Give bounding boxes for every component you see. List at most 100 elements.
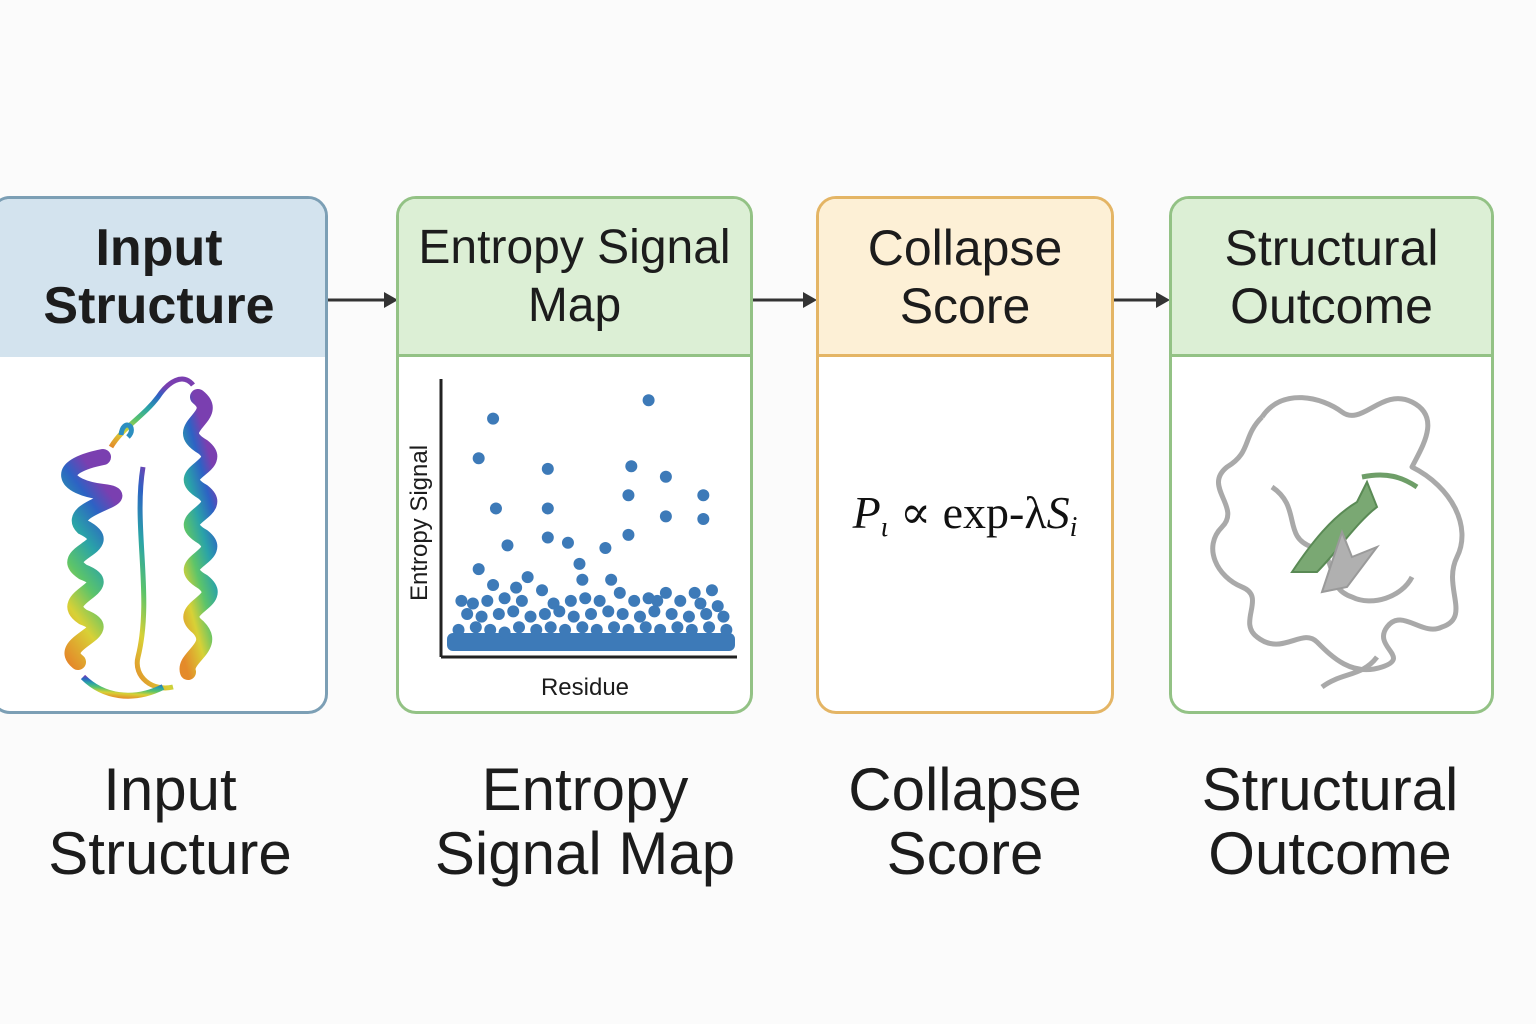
- beta-strand-gray: [1320, 529, 1380, 594]
- scatter-base-band: [447, 633, 735, 651]
- scatter-point: [536, 584, 549, 597]
- scatter-point: [553, 605, 566, 618]
- scatter-point: [559, 623, 572, 636]
- scatter-point: [524, 610, 537, 623]
- scatter-point: [541, 502, 554, 515]
- scatter-point: [472, 452, 485, 465]
- helix-bundle-graphic: [61, 376, 218, 699]
- scatter-point: [717, 610, 730, 623]
- scatter-point: [674, 594, 687, 607]
- panel-title: Collapse Score: [819, 199, 1111, 357]
- scatter-point: [608, 621, 621, 634]
- scatter-point: [538, 608, 551, 621]
- scatter-point: [475, 610, 488, 623]
- scatter-point: [585, 608, 597, 621]
- scatter-point: [705, 584, 718, 597]
- scatter-point: [455, 594, 468, 607]
- structural-outcome-panel: Structural Outcome: [1169, 196, 1494, 714]
- scatter-points: [447, 394, 735, 651]
- collapse-score-panel: Collapse Score Pι ∝ exp-λSi: [816, 196, 1114, 714]
- scatter-point: [720, 623, 733, 636]
- caption-collapse-score: Collapse Score: [848, 756, 1082, 887]
- panel-title: Input Structure: [0, 199, 325, 357]
- arrow-right-icon: [1114, 292, 1170, 308]
- scatter-point: [498, 592, 511, 605]
- scatter-point: [481, 594, 494, 607]
- scatter-point: [573, 557, 586, 570]
- scatter-point: [639, 621, 652, 634]
- scatter-point: [694, 597, 707, 610]
- scatter-point: [452, 623, 465, 636]
- y-axis-label: Entropy Signal: [406, 445, 433, 601]
- scatter-point: [651, 594, 664, 607]
- scatter-point: [541, 531, 554, 544]
- scatter-point: [659, 586, 672, 599]
- scatter-point: [599, 542, 612, 555]
- scatter-point: [544, 621, 557, 634]
- formula-area: Pι ∝ exp-λSi: [819, 357, 1111, 711]
- panel-title: Structural Outcome: [1172, 199, 1491, 357]
- scatter-point: [561, 536, 574, 549]
- caption-input-structure: Input Structure: [48, 756, 292, 887]
- scatter-plot: Residue Entropy Signal: [406, 379, 737, 701]
- scatter-point: [498, 626, 511, 639]
- scatter-point: [671, 621, 684, 634]
- scatter-point: [576, 621, 589, 634]
- scatter-point: [466, 597, 479, 610]
- scatter-point: [576, 573, 589, 586]
- arrow-right-icon: [328, 292, 398, 308]
- scatter-point: [659, 470, 672, 483]
- scatter-point: [697, 489, 710, 502]
- scatter-point: [564, 594, 577, 607]
- scatter-point: [593, 594, 606, 607]
- scatter-point: [513, 621, 525, 634]
- folded-protein-illustration: [1172, 357, 1491, 711]
- scatter-point: [472, 563, 485, 576]
- scatter-point: [507, 605, 520, 618]
- scatter-point: [616, 608, 629, 621]
- scatter-point: [515, 594, 528, 607]
- scatter-point: [642, 394, 655, 407]
- scatter-point: [659, 510, 672, 523]
- scatter-point: [541, 462, 554, 475]
- scatter-point: [521, 571, 534, 584]
- caption-entropy-signal-map: Entropy Signal Map: [434, 756, 736, 887]
- scatter-point: [703, 621, 716, 634]
- scatter-point: [648, 605, 661, 618]
- protein-helix-illustration: [0, 357, 325, 711]
- scatter-point: [530, 623, 543, 636]
- scatter-point: [622, 489, 635, 502]
- scatter-point: [633, 610, 646, 623]
- caption-structural-outcome: Structural Outcome: [1201, 756, 1459, 887]
- input-structure-panel: Input Structure: [0, 196, 328, 714]
- scatter-point: [510, 581, 523, 594]
- scatter-point: [602, 605, 615, 618]
- scatter-point: [579, 592, 592, 605]
- scatter-point: [487, 412, 500, 425]
- scatter-point: [590, 623, 603, 636]
- scatter-point: [625, 460, 638, 473]
- scatter-point: [688, 586, 701, 599]
- scatter-point: [613, 586, 626, 599]
- scatter-point: [711, 600, 724, 613]
- scatter-point: [567, 610, 580, 623]
- scatter-point: [484, 623, 497, 636]
- scatter-point: [622, 623, 635, 636]
- scatter-point: [697, 513, 710, 525]
- x-axis-label: Residue: [541, 674, 629, 701]
- scatter-point: [682, 610, 695, 623]
- collapse-formula: Pι ∝ exp-λSi: [852, 487, 1078, 543]
- folded-protein-graphic: [1210, 395, 1465, 690]
- entropy-signal-map-panel: Entropy Signal Map Residue Entropy Signa…: [396, 196, 753, 714]
- scatter-point: [685, 623, 698, 636]
- entropy-scatter-chart: Residue Entropy Signal: [399, 357, 750, 711]
- scatter-point: [605, 573, 618, 586]
- scatter-point: [492, 608, 505, 621]
- scatter-point: [700, 608, 713, 621]
- panel-title: Entropy Signal Map: [399, 199, 750, 357]
- scatter-point: [654, 623, 667, 636]
- scatter-point: [489, 502, 502, 515]
- scatter-point: [469, 621, 482, 634]
- beta-strand-green: [1290, 479, 1379, 573]
- scatter-point: [622, 528, 635, 541]
